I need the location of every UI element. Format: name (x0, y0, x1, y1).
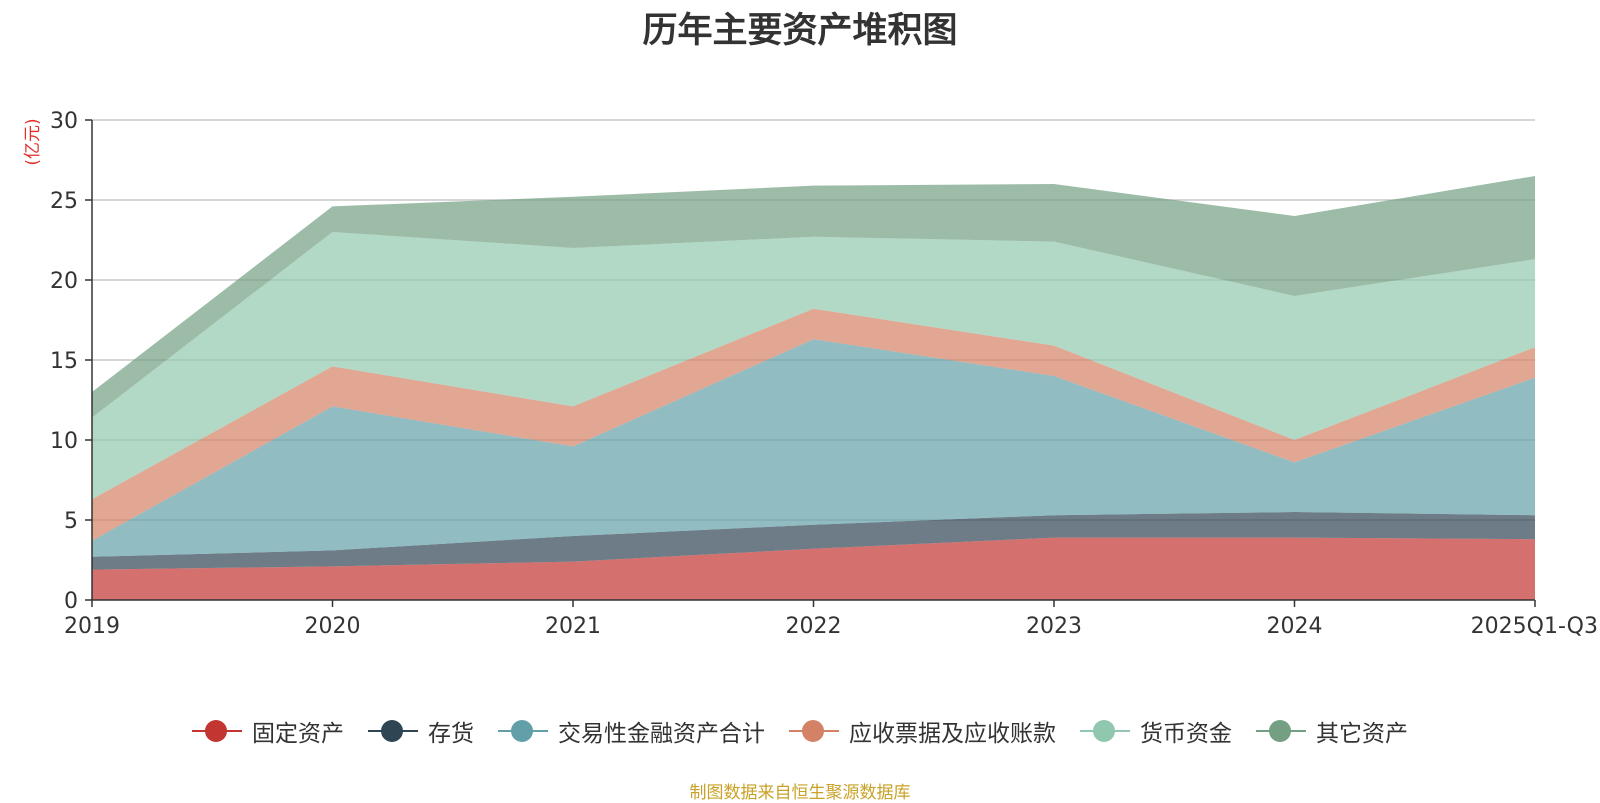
area-3 (92, 339, 1535, 557)
legend-marker-icon (1256, 719, 1306, 743)
y-tick-label: 30 (50, 109, 78, 134)
legend-label: 存货 (428, 721, 474, 747)
legend-marker-icon (1080, 719, 1130, 743)
area-2 (92, 512, 1535, 570)
y-tick-label: 25 (50, 189, 78, 214)
area-4 (92, 308, 1535, 541)
legend-label: 其它资产 (1316, 721, 1408, 747)
y-tick-label: 15 (50, 349, 78, 374)
x-tick-label: 2025Q1-Q3 (1471, 614, 1598, 639)
legend-item[interactable]: 交易性金融资产合计 (498, 714, 765, 748)
legend-label: 固定资产 (252, 721, 344, 747)
legend-label: 应收票据及应收账款 (849, 721, 1056, 747)
legend-item[interactable]: 存货 (368, 714, 474, 748)
x-tick-label: 2020 (305, 614, 361, 639)
legend-item[interactable]: 固定资产 (192, 714, 344, 748)
legend-marker-icon (192, 719, 242, 743)
x-tick-label: 2019 (64, 614, 120, 639)
legend-item[interactable]: 货币资金 (1080, 714, 1232, 748)
legend-label: 货币资金 (1140, 721, 1232, 747)
legend-marker-icon (789, 719, 839, 743)
x-tick-label: 2024 (1267, 614, 1323, 639)
y-tick-label: 20 (50, 269, 78, 294)
area-1 (92, 537, 1535, 600)
legend-marker-icon (498, 719, 548, 743)
x-tick-label: 2022 (786, 614, 842, 639)
x-tick-label: 2023 (1026, 614, 1082, 639)
area-5 (92, 232, 1535, 500)
x-tick-label: 2021 (545, 614, 601, 639)
legend-marker-icon (368, 719, 418, 743)
y-axis-label: (亿元) (23, 118, 43, 165)
series-areas (92, 176, 1535, 600)
y-tick-label: 5 (64, 509, 78, 534)
legend-item[interactable]: 应收票据及应收账款 (789, 714, 1056, 748)
legend-item[interactable]: 其它资产 (1256, 714, 1408, 748)
source-note: 制图数据来自恒生聚源数据库 (689, 783, 911, 803)
axes: 0 5 10 15 20 25 30 2019 2020 2021 2022 2023 2024 2025… (50, 109, 1598, 639)
y-tick-label: 0 (64, 589, 78, 614)
area-6 (92, 176, 1535, 418)
y-tick-label: 10 (50, 429, 78, 454)
legend: 固定资产 存货 交易性金融资产合计 应收票据及应收账款 货币资金 其它资产 (0, 714, 1600, 748)
chart-title: 历年主要资产堆积图 (642, 11, 958, 51)
legend-label: 交易性金融资产合计 (558, 721, 765, 747)
